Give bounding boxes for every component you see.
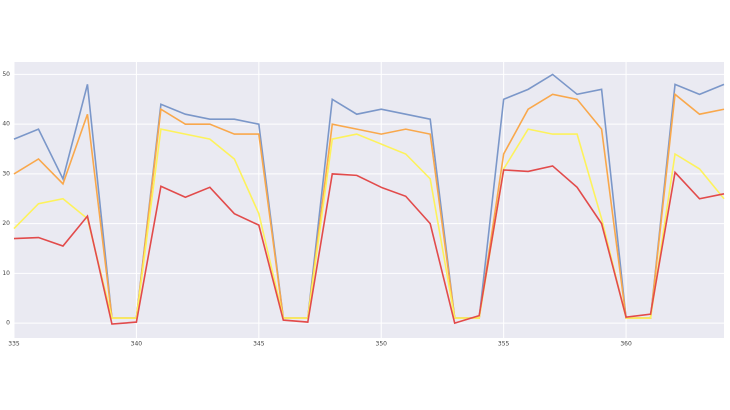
x-tick-label: 335 [8, 341, 20, 348]
plot-area [14, 62, 724, 338]
y-tick-label: 10 [2, 270, 10, 277]
y-tick-label: 30 [2, 170, 10, 177]
x-tick-label: 345 [253, 341, 265, 348]
y-tick-label: 50 [2, 71, 10, 78]
y-tick-label: 0 [6, 320, 10, 327]
x-tick-label: 340 [131, 341, 143, 348]
data-line [13, 165, 725, 325]
x-tick-label: 360 [620, 341, 632, 348]
y-tick-label: 40 [2, 121, 10, 128]
y-tick-label: 20 [2, 220, 10, 227]
x-tick-label: 355 [498, 341, 510, 348]
x-tick-label: 350 [376, 341, 388, 348]
data-line [13, 128, 725, 319]
